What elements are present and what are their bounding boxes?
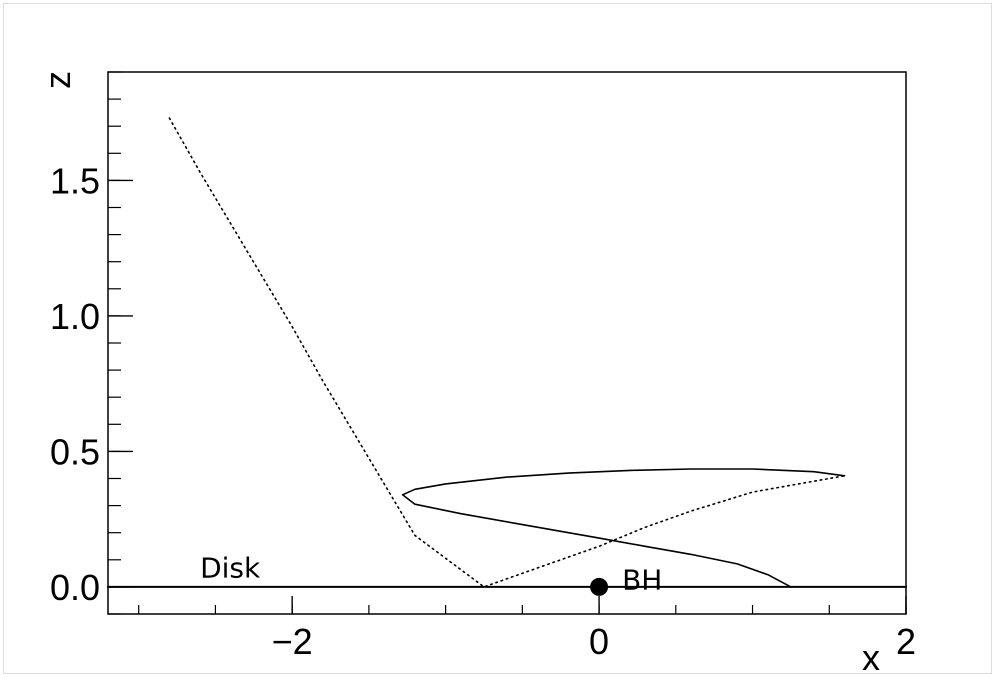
marker-layer bbox=[590, 577, 609, 596]
x-tick-label: 0 bbox=[589, 621, 609, 662]
x-axis-title: x bbox=[862, 637, 880, 678]
trajectory-solid-line bbox=[401, 468, 846, 588]
y-tick-label: 1.0 bbox=[50, 296, 100, 337]
series-layer bbox=[107, 117, 907, 588]
black-hole-marker bbox=[590, 577, 609, 596]
y-tick-label: 0.5 bbox=[50, 431, 100, 472]
trajectory-dotted-line bbox=[168, 117, 846, 588]
plot-frame bbox=[107, 71, 907, 615]
minor-ticks bbox=[108, 71, 907, 615]
y-tick-label: 0.0 bbox=[50, 567, 100, 608]
x-tick-label: −2 bbox=[272, 621, 313, 662]
x-tick-label: 2 bbox=[896, 621, 916, 662]
page-border bbox=[3, 3, 992, 674]
y-tick-label: 1.5 bbox=[50, 160, 100, 201]
disk-label: Disk bbox=[200, 551, 261, 584]
major-ticks bbox=[108, 179, 907, 614]
label-layer: −2 0 2 0.0 0.5 1.0 1.5 Disk BH bbox=[50, 160, 916, 662]
y-axis-title: z bbox=[37, 71, 78, 89]
bh-label: BH bbox=[622, 564, 662, 597]
